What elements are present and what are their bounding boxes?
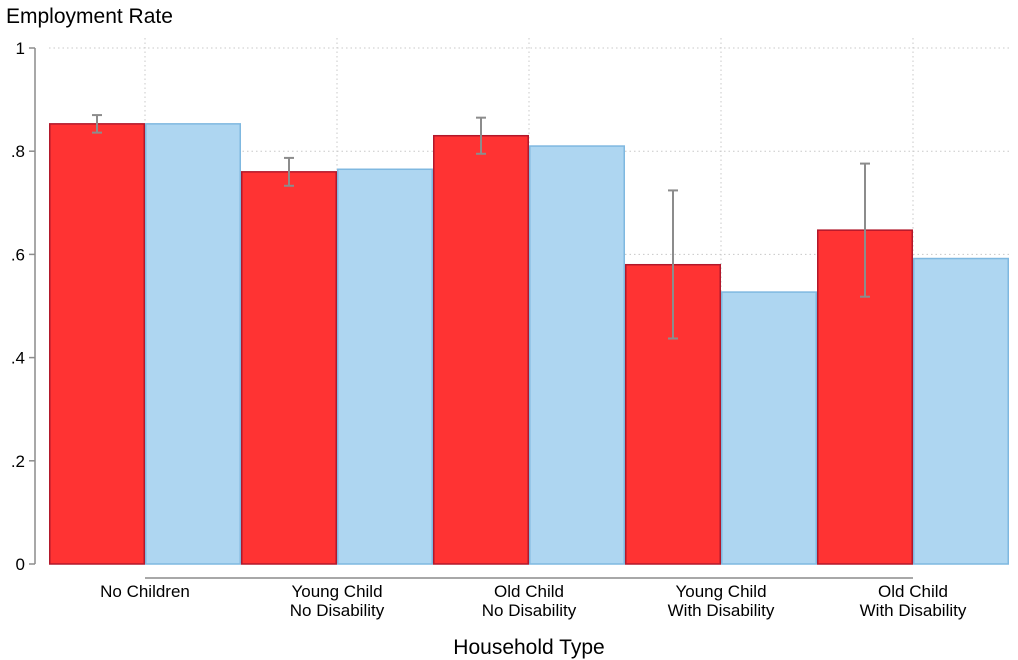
- category-label-1-line-1: No Disability: [290, 601, 385, 620]
- category-label-4-line-0: Old Child: [878, 582, 948, 601]
- y-tick-label-0: 0: [16, 555, 25, 574]
- bar-s0-c1: [241, 171, 337, 565]
- x-axis-title: Household Type: [453, 636, 604, 659]
- bars: [49, 123, 1009, 565]
- y-tick-label-1: .2: [11, 452, 25, 471]
- category-label-3-line-0: Young Child: [675, 582, 766, 601]
- axes: [29, 47, 913, 579]
- bar-s0-c0: [49, 123, 145, 565]
- y-tick-label-5: 1: [16, 39, 25, 58]
- bar-s0-c2: [433, 134, 529, 565]
- category-label-3-line-1: With Disability: [668, 601, 775, 620]
- y-tick-label-2: .4: [11, 349, 25, 368]
- category-label-1-line-0: Young Child: [291, 582, 382, 601]
- category-label-4-line-1: With Disability: [860, 601, 967, 620]
- category-label-2-line-1: No Disability: [482, 601, 577, 620]
- category-label-0-line-0: No Children: [100, 582, 190, 601]
- y-axis-title: Employment Rate: [6, 5, 173, 28]
- error-bars: [92, 114, 870, 340]
- y-tick-label-4: .8: [11, 142, 25, 161]
- bar-s1-c2: [529, 145, 625, 565]
- category-label-2-line-0: Old Child: [494, 582, 564, 601]
- bar-s1-c4: [913, 257, 1009, 565]
- bar-s1-c1: [337, 168, 433, 565]
- bar-s1-c3: [721, 291, 817, 565]
- y-tick-label-3: .6: [11, 245, 25, 264]
- bar-s0-c3: [625, 263, 721, 565]
- bar-s1-c0: [145, 123, 241, 565]
